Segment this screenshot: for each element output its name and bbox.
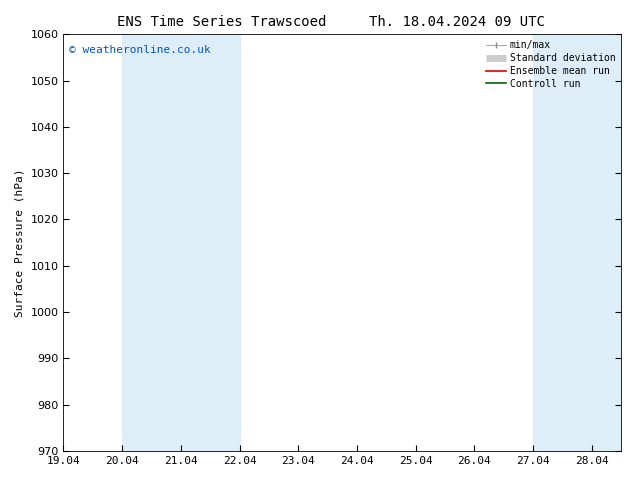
Text: ENS Time Series Trawscoed: ENS Time Series Trawscoed — [117, 15, 327, 29]
Bar — [181, 34, 240, 451]
Text: © weatheronline.co.uk: © weatheronline.co.uk — [69, 45, 210, 55]
Text: Th. 18.04.2024 09 UTC: Th. 18.04.2024 09 UTC — [368, 15, 545, 29]
Bar — [122, 34, 181, 451]
Bar — [533, 34, 592, 451]
Bar — [592, 34, 621, 451]
Y-axis label: Surface Pressure (hPa): Surface Pressure (hPa) — [15, 168, 25, 317]
Legend: min/max, Standard deviation, Ensemble mean run, Controll run: min/max, Standard deviation, Ensemble me… — [482, 36, 619, 93]
